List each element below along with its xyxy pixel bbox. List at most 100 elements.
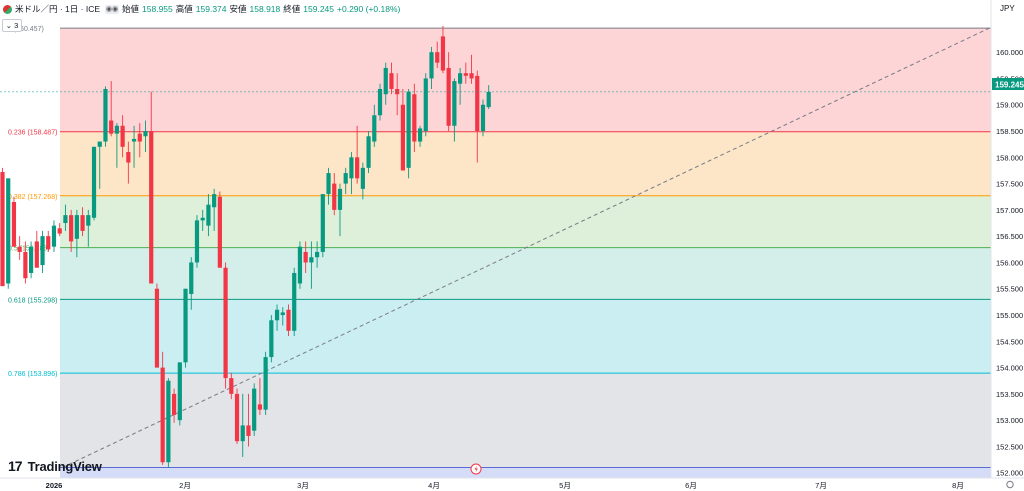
candle [269,315,274,363]
candle [274,304,280,331]
candle [475,70,480,163]
time-tick-label: 2月 [179,481,191,490]
candle [292,267,297,337]
fib-band-0.786 [60,373,991,468]
candle [240,393,245,457]
candle [486,85,491,110]
price-tick-label: 156.000 [996,258,1023,267]
price-tick-label: 154.000 [996,364,1023,373]
price-tick-label: 154.500 [996,337,1023,346]
candle [57,223,62,237]
change-value: +0.290 (+0.18%) [337,4,401,14]
candle [137,123,142,158]
price-tick-label: 152.500 [996,442,1023,451]
candle [366,131,371,174]
candle [263,351,268,415]
candle [166,378,171,468]
candle [189,257,194,310]
candle [326,167,331,205]
time-tick-label: 3月 [297,481,309,490]
price-tick-label: 153.000 [996,416,1023,425]
candle [206,194,211,237]
fib-label: 0.618 (155.298) [8,297,57,304]
settings-gear-icon[interactable] [1006,480,1014,489]
candle [200,209,205,231]
candle [154,283,160,368]
candle [212,188,217,231]
candle [252,383,257,436]
fib-label: 1 (160.457) [8,26,44,33]
candle [91,146,97,221]
visibility-toggle-icon[interactable]: ◉◉ [105,4,120,14]
indicator-collapse-button[interactable]: ⌄ 3 [2,19,22,32]
candle [372,104,377,147]
candle [332,173,337,216]
candle [257,378,262,415]
candle [297,241,303,289]
open-value: 158.955 [142,4,173,14]
price-tick-label: 157.000 [996,206,1023,215]
candle [194,215,200,268]
candle [29,241,34,279]
currency-flag-icon [3,4,12,14]
candle [40,230,45,273]
candle [343,167,348,195]
candle [69,209,74,252]
time-axis[interactable]: 2026 2月 3月 4月 5月 6月 7月 8月 [0,477,1024,491]
candle [458,67,463,105]
candle [183,288,188,368]
candle [86,209,91,247]
candle [80,207,85,237]
candle [120,115,125,158]
candle [143,120,148,153]
price-tick-label: 160.000 [996,48,1023,57]
candle [17,236,22,260]
candle [469,54,474,84]
price-tick-label: 155.000 [996,311,1023,320]
last-price-label: 159.245 [995,81,1024,90]
candle [349,152,354,195]
candle [172,388,177,423]
time-tick-label: 2026 [46,481,63,490]
candle [320,194,325,258]
candle [400,88,405,171]
candle [246,393,251,447]
candle [452,78,457,142]
currency-label[interactable]: JPY [1000,4,1015,13]
candle [435,41,440,68]
symbol-title[interactable]: 米ドル／円 · 1日 · ICE [15,4,101,14]
fibonacci-retracement-bands[interactable] [60,27,991,482]
event-marker[interactable] [470,463,482,475]
candle [315,241,320,268]
low-value: 158.918 [249,4,281,14]
candle [286,304,291,337]
candle [223,262,228,389]
candlestick-series [0,25,491,468]
fibonacci-trend-line[interactable] [62,27,990,468]
tradingview-logo[interactable]: 17 TradingView [8,458,102,474]
candle [280,307,285,326]
candle [51,220,57,252]
close-value: 159.245 [303,4,335,14]
candle [440,25,446,74]
candle [23,241,28,284]
low-label: 安値 [229,4,247,14]
fib-label: 0.5 (156.283) [8,246,50,253]
candle [377,83,383,121]
close-label: 終値 [283,4,301,14]
price-tick-label: 159.000 [996,101,1023,110]
time-tick-label: 8月 [952,481,964,490]
fib-label: 0.786 (153.896) [8,371,57,378]
candle [149,91,154,284]
fib-band-0.382 [60,195,991,248]
fib-band-1 [60,28,991,132]
candle [234,388,240,444]
price-tick-label: 157.500 [996,180,1023,189]
candle [126,141,131,184]
price-axis[interactable]: JPY 160.000159.500159.000158.500158.0001… [990,0,1024,478]
candle [303,241,308,273]
candle [423,73,428,137]
candle [383,62,388,105]
candle [160,351,165,465]
